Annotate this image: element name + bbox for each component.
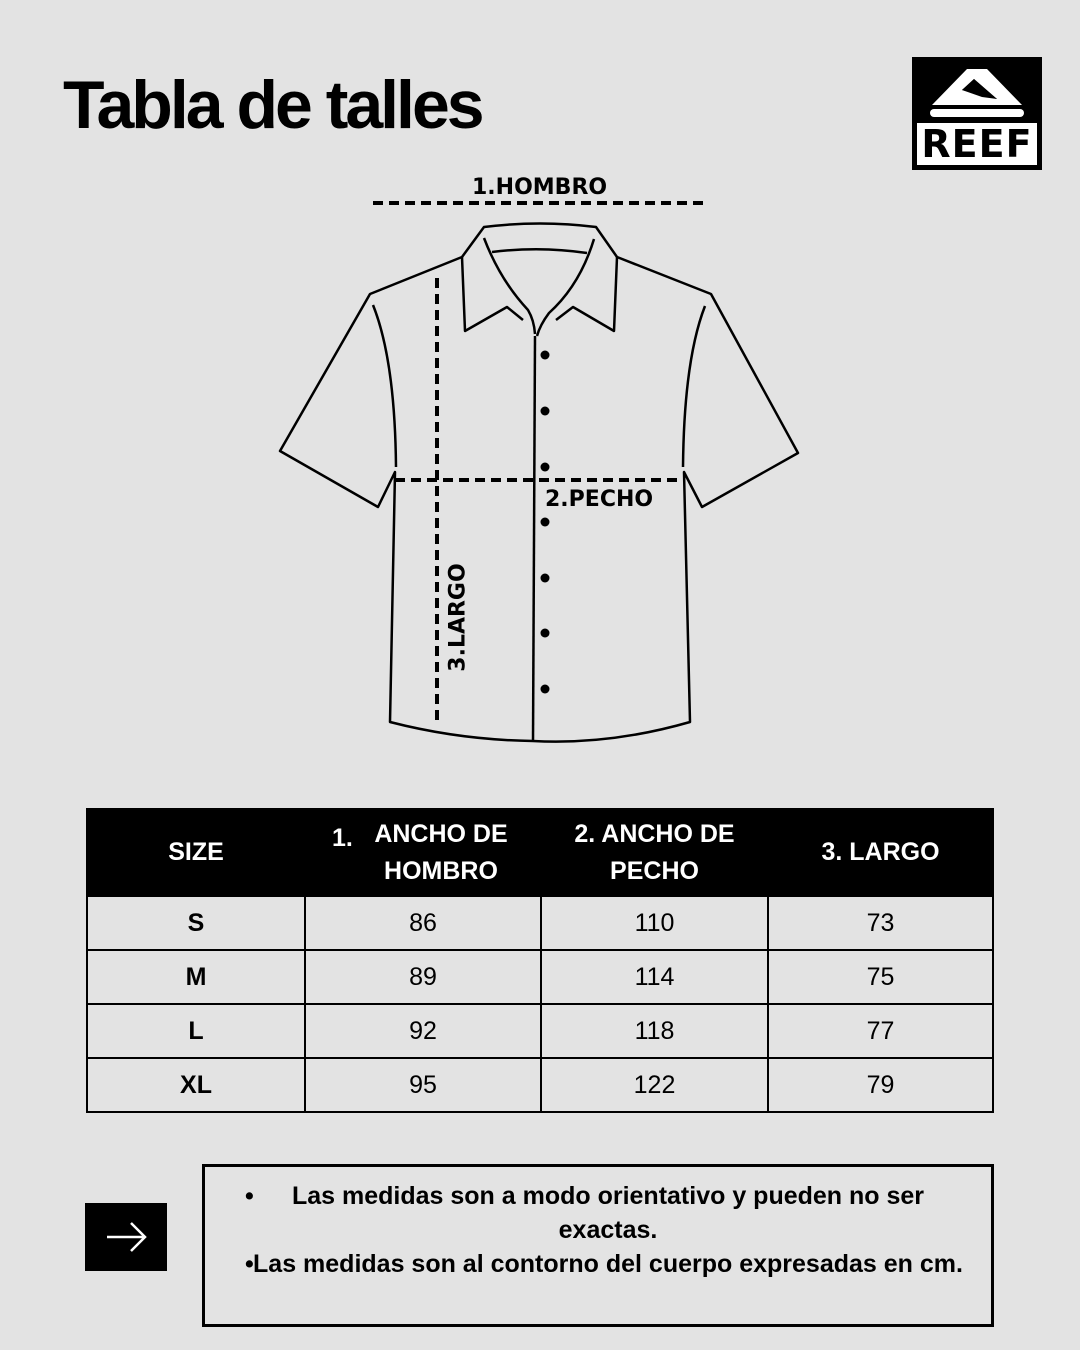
brand-wordmark: REEF: [917, 123, 1037, 165]
next-button[interactable]: [85, 1203, 167, 1271]
brand-logo: REEF: [912, 57, 1042, 170]
header-size: SIZE: [86, 808, 306, 897]
table-row: L 92 118 77: [86, 1003, 994, 1059]
chest-label: 2.PECHO: [545, 487, 654, 512]
table-row: XL 95 122 79: [86, 1057, 994, 1113]
table-row: M 89 114 75: [86, 949, 994, 1005]
arrow-right-icon: [107, 1222, 147, 1252]
measure-lines: [373, 201, 706, 726]
note-item: Las medidas son a modo orientativo y pue…: [245, 1179, 971, 1247]
note-item: Las medidas son al contorno del cuerpo e…: [245, 1247, 971, 1281]
page-title: Tabla de talles: [63, 67, 485, 143]
mountain-icon: [930, 69, 1024, 117]
shirt-outline: [278, 222, 800, 743]
table-row: S 86 110 73: [86, 895, 994, 951]
buttons: [540, 350, 550, 694]
shirt-diagram: [278, 201, 800, 743]
header-shoulder: 1. ANCHO DE HOMBRO: [304, 808, 542, 897]
size-table: SIZE 1. ANCHO DE HOMBRO 2. ANCHO DE PECHO…: [86, 808, 994, 1113]
length-label: 3.LARGO: [445, 563, 471, 672]
table-header: SIZE 1. ANCHO DE HOMBRO 2. ANCHO DE PECHO…: [86, 808, 994, 897]
shoulder-label: 1.HOMBRO: [472, 175, 608, 200]
header-chest: 2. ANCHO DE PECHO: [540, 808, 769, 897]
notes-box: Las medidas son a modo orientativo y pue…: [202, 1164, 994, 1327]
header-length: 3. LARGO: [767, 808, 994, 897]
